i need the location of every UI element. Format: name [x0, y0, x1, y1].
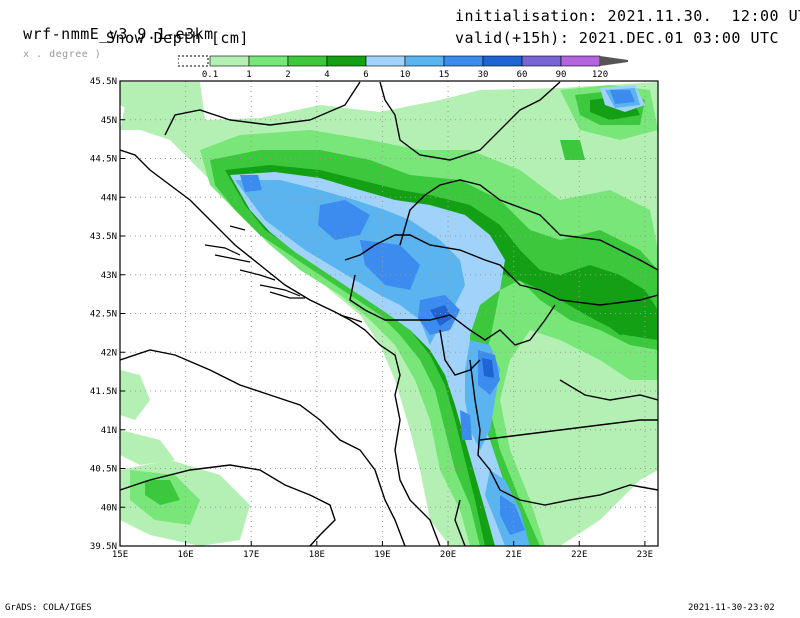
lon-tick-label: 16E: [177, 550, 193, 560]
lon-tick-label: 17E: [243, 550, 259, 560]
legend-level-label: 2: [285, 70, 290, 80]
valid-time: valid(+15h): 2021.DEC.01 03:00 UTC: [455, 29, 780, 47]
islands: [204, 225, 363, 323]
model-name: wrf-nmmE_v3.9.1-e3km: [23, 25, 214, 43]
lat-tick-label: 44N: [101, 193, 117, 203]
legend-level-label: 10: [400, 70, 411, 80]
lat-tick-label: 40.5N: [90, 465, 117, 475]
lon-tick-label: 20E: [440, 550, 456, 560]
lon-tick-label: 22E: [571, 550, 587, 560]
field-title: Snow Depth [cm]: [106, 29, 249, 47]
legend-level-label: 90: [556, 70, 567, 80]
lat-tick-label: 41N: [101, 426, 117, 436]
coastlines-borders: [120, 81, 658, 546]
model-subtitle: x . degree ): [23, 49, 102, 60]
longitude-labels: 15E 16E 17E 18E 19E 20E 21E 22E 23E: [112, 541, 653, 560]
legend-level-label: 1: [246, 70, 251, 80]
legend-level-label: 6: [363, 70, 368, 80]
lon-tick-label: 19E: [374, 550, 390, 560]
lat-tick-label: 42.5N: [90, 310, 117, 320]
lat-tick-label: 41.5N: [90, 387, 117, 397]
legend-below-box: [178, 55, 209, 67]
lat-tick-label: 40N: [101, 503, 117, 513]
legend-level-label: 30: [478, 70, 489, 80]
init-time: initialisation: 2021.11.30. 12:00 UTC: [455, 7, 800, 25]
color-legend: 0.1 1 2 4 6 10 15 30 60 90 120: [178, 55, 628, 80]
lon-tick-label: 15E: [112, 550, 128, 560]
latitude-labels: 45.5N 45N 44.5N 44N 43.5N 43N 42.5N 42N 41.5N 41N…: [90, 77, 125, 552]
lat-tick-label: 45.5N: [90, 77, 117, 87]
lon-tick-label: 23E: [637, 550, 653, 560]
snow-level-30: [430, 305, 494, 378]
lon-tick-label: 21E: [506, 550, 522, 560]
lat-tick-label: 43N: [101, 271, 117, 281]
snow-fields: [120, 82, 658, 546]
lat-tick-label: 45N: [101, 116, 117, 126]
footer-timestamp: 2021-11-30-23:02: [688, 603, 775, 613]
lat-tick-label: 44.5N: [90, 155, 117, 165]
lon-tick-label: 18E: [309, 550, 325, 560]
legend-level-label: 120: [592, 70, 608, 80]
model-title: wrf-nmmE_v3.9.1-e3km x . degree ): [4, 7, 214, 61]
lat-tick-label: 42N: [101, 348, 117, 358]
legend-level-label: 4: [324, 70, 329, 80]
footer-credit: GrADS: COLA/IGES: [5, 603, 92, 613]
legend-level-label: 15: [439, 70, 450, 80]
lat-tick-label: 39.5N: [90, 542, 117, 552]
legend-overflow-arrow: [600, 56, 628, 66]
lat-tick-label: 43.5N: [90, 232, 117, 242]
legend-level-label: 60: [517, 70, 528, 80]
legend-level-label: 0.1: [202, 70, 218, 80]
